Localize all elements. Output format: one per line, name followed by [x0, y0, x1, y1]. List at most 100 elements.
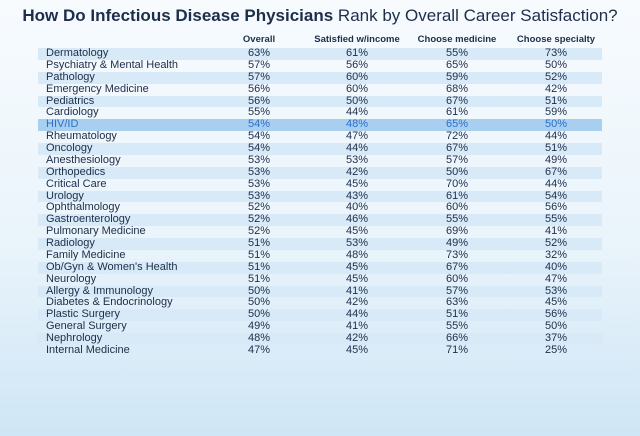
specialty-label: Rheumatology: [46, 130, 117, 143]
value-cell: 69%: [445, 225, 469, 238]
value-cell: 51%: [247, 237, 271, 249]
value-cell: 50%: [247, 308, 271, 321]
table-row: Radiology 51% 53% 49% 52%: [38, 237, 602, 250]
value-cell: 43%: [345, 189, 369, 202]
table-row: Anesthesiology 53% 53% 57% 49%: [38, 153, 602, 167]
specialty-label: Diabetes & Endocrinology: [46, 296, 173, 309]
value-cell: 54%: [247, 142, 271, 154]
value-cell: 44%: [544, 177, 568, 190]
value-cell: 52%: [247, 225, 271, 238]
table-row: Diabetes & Endocrinology 50% 42% 63% 45%: [38, 296, 602, 309]
value-cell: 56%: [544, 201, 568, 214]
value-cell: 50%: [445, 165, 469, 178]
value-cell: 55%: [445, 213, 469, 226]
value-cell: 50%: [247, 296, 271, 309]
value-cell: 71%: [445, 343, 469, 356]
value-cell: 53%: [247, 177, 271, 190]
value-cell: 66%: [445, 332, 469, 344]
table-row: Critical Care 53% 45% 70% 44%: [38, 177, 602, 191]
table-row: Dermatology 63% 61% 55% 73%: [38, 47, 602, 60]
value-cell: 47%: [247, 343, 271, 356]
table-row: Allergy & Immunology 50% 41% 57% 53%: [38, 284, 602, 298]
value-cell: 45%: [345, 272, 369, 285]
value-cell: 55%: [247, 106, 271, 119]
table-row: Plastic Surgery 50% 44% 51% 56%: [38, 308, 602, 322]
table-row: Emergency Medicine 56% 60% 68% 42%: [38, 82, 602, 96]
value-cell: 57%: [445, 153, 469, 166]
specialty-label: Neurology: [46, 272, 97, 285]
table-row: Ophthalmology 52% 40% 60% 56%: [38, 201, 602, 214]
value-cell: 63%: [247, 47, 271, 59]
value-cell: 49%: [544, 153, 568, 166]
value-cell: 51%: [445, 308, 469, 321]
specialty-label: Emergency Medicine: [46, 82, 149, 95]
value-cell: 45%: [544, 296, 568, 309]
value-cell: 25%: [544, 343, 568, 356]
table-row: General Surgery 49% 41% 55% 50%: [38, 320, 602, 333]
specialty-label: Oncology: [46, 142, 93, 154]
table-row: Nephrology 48% 42% 66% 37%: [38, 332, 602, 345]
value-cell: 42%: [345, 332, 369, 344]
value-cell: 56%: [247, 82, 271, 95]
value-cell: 45%: [345, 177, 369, 190]
value-cell: 42%: [345, 165, 369, 178]
value-cell: 57%: [445, 284, 469, 297]
value-cell: 67%: [544, 165, 568, 178]
table-row: HIV/ID 54% 48% 65% 50%: [38, 118, 602, 132]
column-header: Choose medicine: [417, 34, 497, 45]
table-row: Pathology 57% 60% 59% 52%: [38, 70, 602, 84]
value-cell: 61%: [445, 106, 469, 119]
value-cell: 70%: [445, 177, 469, 190]
value-cell: 53%: [345, 237, 369, 249]
specialty-label: Cardiology: [46, 106, 99, 119]
value-cell: 56%: [247, 94, 271, 107]
table-row: Urology 53% 43% 61% 54%: [38, 189, 602, 203]
value-cell: 44%: [345, 308, 369, 321]
value-cell: 53%: [345, 153, 369, 166]
value-cell: 50%: [345, 94, 369, 107]
value-cell: 60%: [445, 272, 469, 285]
value-cell: 61%: [345, 47, 369, 59]
value-cell: 40%: [345, 201, 369, 214]
specialty-label: Pathology: [46, 70, 95, 83]
value-cell: 53%: [544, 284, 568, 297]
specialty-label: Ob/Gyn & Women's Health: [46, 260, 178, 273]
specialty-label: Pediatrics: [46, 94, 95, 107]
value-cell: 55%: [445, 47, 469, 59]
table-row: Oncology 54% 44% 67% 51%: [38, 142, 602, 155]
value-cell: 56%: [345, 58, 369, 71]
value-cell: 67%: [445, 142, 469, 154]
table-row: Rheumatology 54% 47% 72% 44%: [38, 130, 602, 143]
value-cell: 48%: [345, 248, 369, 261]
value-cell: 53%: [247, 165, 271, 178]
specialty-label: HIV/ID: [46, 118, 79, 131]
value-cell: 49%: [247, 320, 271, 333]
value-cell: 68%: [445, 82, 469, 95]
value-cell: 60%: [445, 201, 469, 214]
value-cell: 41%: [544, 225, 568, 238]
table-row: Psychiatry & Mental Health 57% 56% 65% 50%: [38, 58, 602, 72]
value-cell: 50%: [247, 284, 271, 297]
value-cell: 72%: [445, 130, 469, 143]
value-cell: 54%: [544, 189, 568, 202]
specialty-label: Plastic Surgery: [46, 308, 120, 321]
value-cell: 65%: [445, 58, 469, 71]
table-row: Internal Medicine 47% 45% 71% 25%: [38, 343, 602, 357]
value-cell: 49%: [445, 237, 469, 249]
value-cell: 60%: [345, 70, 369, 83]
specialty-label: Urology: [46, 189, 84, 202]
value-cell: 42%: [544, 82, 568, 95]
column-header: Satisfied w/income: [314, 34, 400, 45]
value-cell: 44%: [345, 106, 369, 119]
table-row: Family Medicine 51% 48% 73% 32%: [38, 248, 602, 262]
value-cell: 56%: [544, 308, 568, 321]
value-cell: 57%: [247, 70, 271, 83]
value-cell: 51%: [544, 142, 568, 154]
specialty-label: Dermatology: [46, 47, 109, 59]
value-cell: 59%: [445, 70, 469, 83]
specialty-label: Ophthalmology: [46, 201, 120, 214]
value-cell: 50%: [544, 320, 568, 333]
specialty-label: Radiology: [46, 237, 95, 249]
specialty-label: Psychiatry & Mental Health: [46, 58, 179, 71]
value-cell: 41%: [345, 284, 369, 297]
